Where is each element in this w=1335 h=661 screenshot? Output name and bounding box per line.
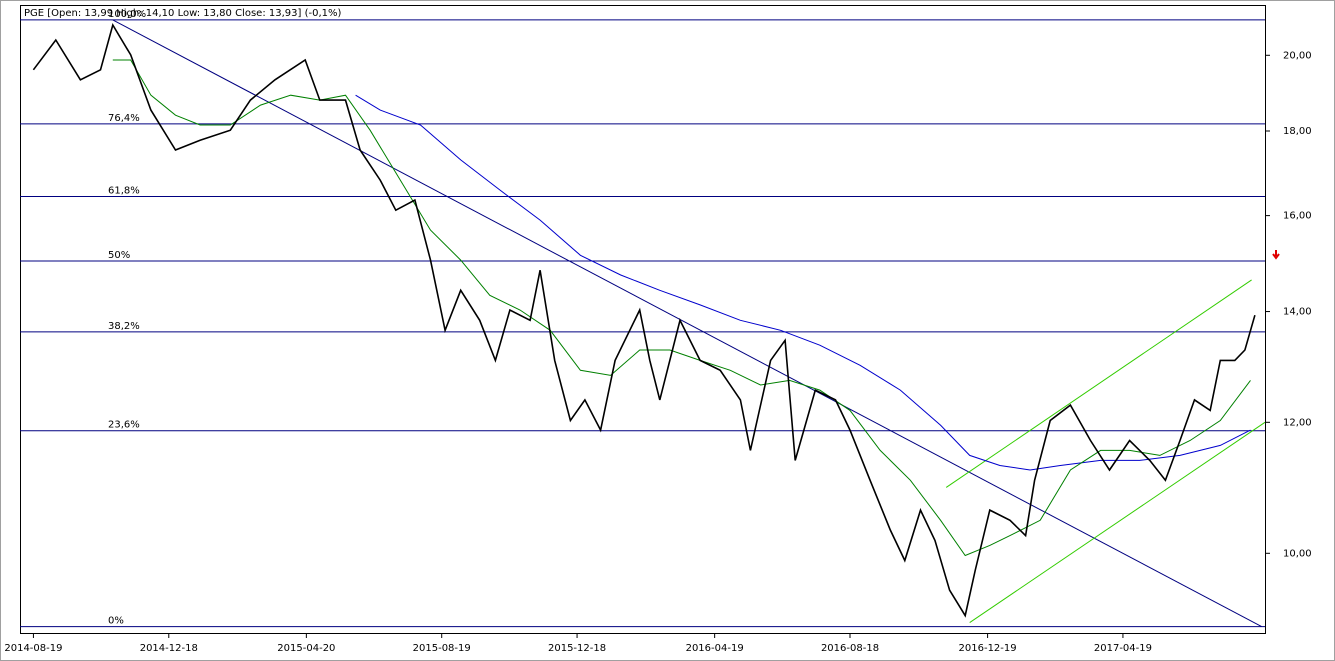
y-tick-label: 16,00: [1283, 211, 1312, 222]
fib-label: 100,0%: [108, 9, 146, 20]
x-tick-label: 2015-04-20: [277, 643, 335, 654]
chart-title: PGE [Open: 13,99 High: 14,10 Low: 13,80 …: [24, 8, 341, 19]
x-tick-label: 2014-12-18: [140, 643, 198, 654]
fib-label: 61,8%: [108, 186, 140, 197]
trend-line: [112, 19, 1262, 628]
price-line: [112, 59, 1251, 557]
trend-line: [969, 421, 1266, 624]
x-tick-label: 2016-04-19: [686, 643, 744, 654]
plot-area: [20, 5, 1266, 634]
y-tick-label: 12,00: [1283, 417, 1312, 428]
fib-label: 23,6%: [108, 420, 140, 431]
signal-arrow: [1272, 250, 1280, 260]
plot-layer: [20, 19, 1266, 628]
trend-line: [945, 279, 1252, 488]
fib-label: 76,4%: [108, 113, 140, 124]
price-line: [355, 94, 1251, 471]
x-tick-label: 2015-08-19: [413, 643, 471, 654]
fib-label: 0%: [108, 616, 124, 627]
y-tick-label: 14,00: [1283, 307, 1312, 318]
x-tick-label: 2016-12-19: [959, 643, 1017, 654]
x-tick-label: 2014-08-19: [4, 643, 62, 654]
y-tick-label: 10,00: [1283, 548, 1312, 559]
x-tick-label: 2017-04-19: [1094, 643, 1152, 654]
x-tick-label: 2015-12-18: [548, 643, 606, 654]
fib-label: 50%: [108, 250, 130, 261]
price-line: [32, 22, 1256, 618]
y-tick-label: 18,00: [1283, 126, 1312, 137]
fib-label: 38,2%: [108, 321, 140, 332]
x-tick-label: 2016-08-18: [821, 643, 879, 654]
y-tick-label: 20,00: [1283, 50, 1312, 61]
